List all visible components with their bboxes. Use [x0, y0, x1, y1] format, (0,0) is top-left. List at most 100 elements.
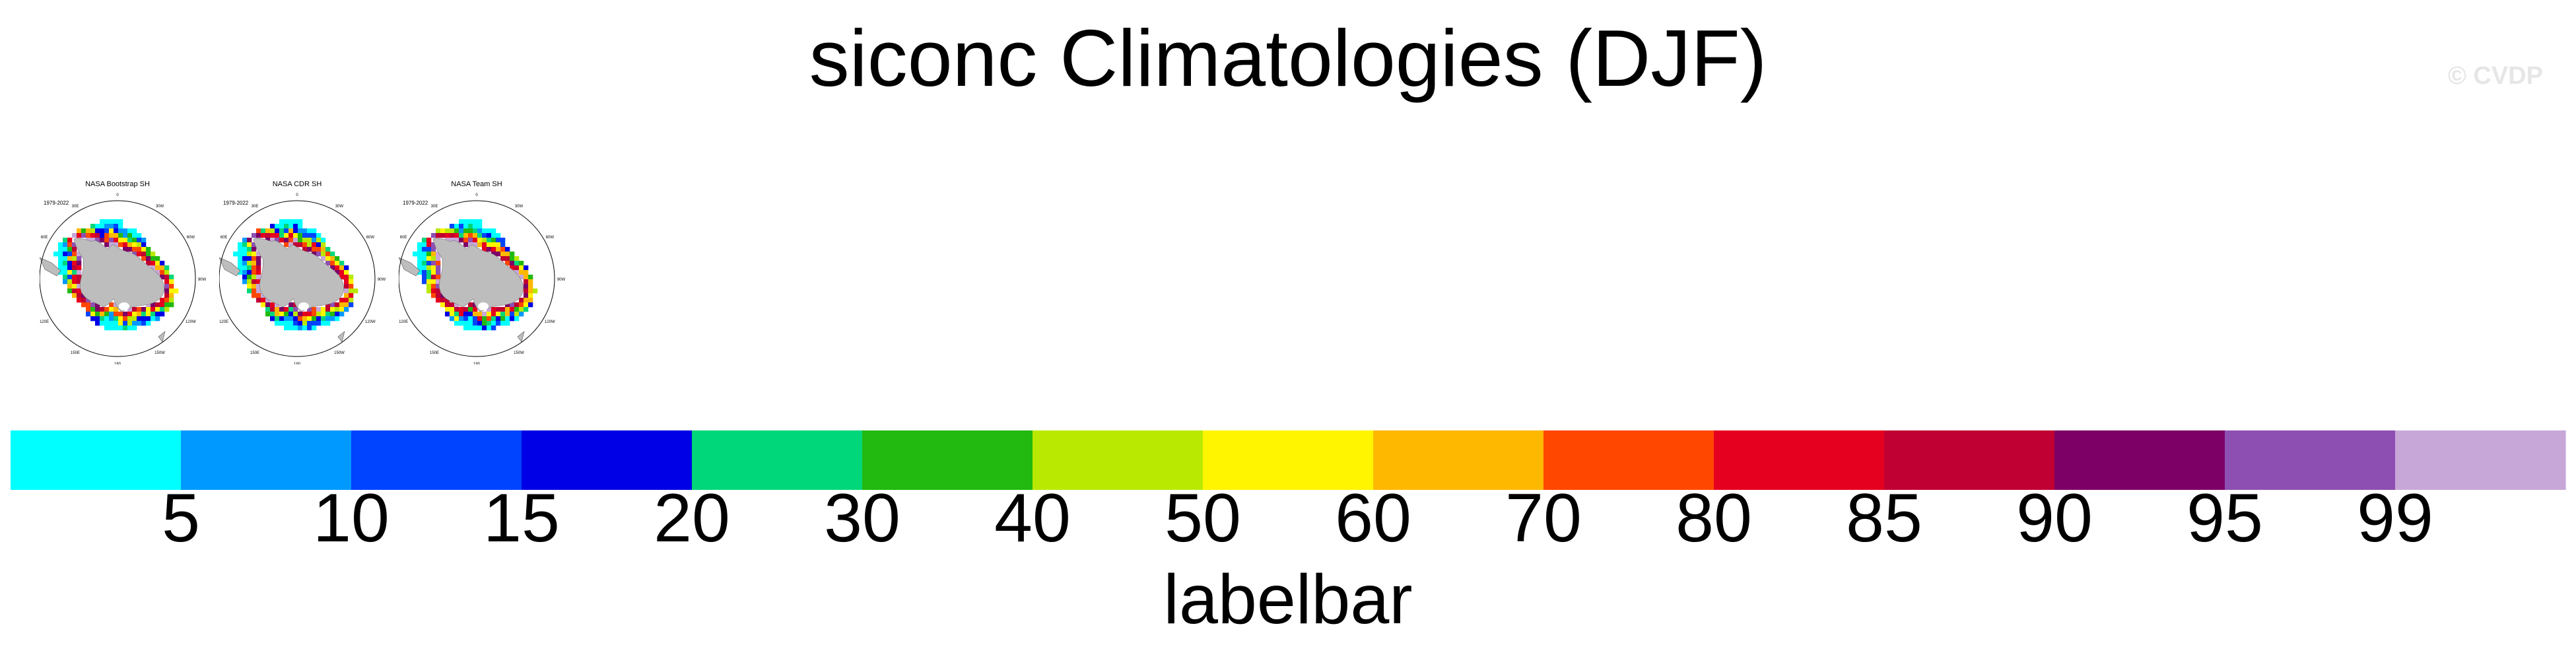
sea-ice-cell — [316, 307, 322, 312]
sea-ice-cell — [288, 312, 294, 317]
sea-ice-cell — [468, 325, 473, 331]
sea-ice-cell — [63, 238, 68, 243]
sea-ice-cell — [279, 219, 285, 224]
sea-ice-cell — [510, 265, 515, 271]
sea-ice-cell — [344, 293, 349, 298]
longitude-label: 30E — [431, 205, 438, 209]
sea-ice-cell — [528, 279, 533, 285]
sea-ice-cell — [463, 242, 469, 248]
sea-ice-cell — [238, 242, 243, 248]
sea-ice-cell — [109, 228, 114, 234]
sea-ice-cell — [151, 316, 156, 322]
sea-ice-cell — [265, 307, 271, 312]
sea-ice-cell — [72, 270, 77, 275]
sea-ice-cell — [275, 312, 280, 317]
sea-ice-cell — [316, 238, 322, 243]
sea-ice-cell — [146, 252, 151, 257]
sea-ice-cell — [321, 242, 326, 248]
sea-ice-cell — [505, 307, 510, 312]
sea-ice-cell — [473, 312, 478, 317]
sea-ice-cell — [104, 321, 110, 326]
sea-ice-cell — [127, 238, 133, 243]
sea-ice-cell — [417, 242, 423, 248]
sea-ice-cell — [81, 228, 86, 234]
sea-ice-cell — [298, 312, 303, 317]
sea-ice-cell — [477, 233, 483, 238]
sea-ice-cell — [344, 302, 349, 308]
sea-ice-cell — [256, 289, 261, 294]
sea-ice-cell — [275, 233, 280, 238]
sea-ice-cell — [454, 321, 459, 326]
sea-ice-cell — [312, 238, 317, 243]
sea-ice-cell — [307, 228, 312, 234]
sea-ice-cell — [141, 256, 147, 261]
sea-ice-cell — [155, 302, 160, 308]
sea-ice-cell — [293, 228, 298, 234]
labelbar-tick-label: 30 — [824, 480, 900, 557]
sea-ice-cell — [67, 242, 73, 248]
sea-ice-cell — [316, 252, 322, 257]
sea-ice-cell — [307, 247, 312, 252]
sea-ice-cell — [252, 256, 257, 261]
sea-ice-cell — [284, 325, 289, 331]
sea-ice-cell — [118, 219, 123, 224]
sea-ice-cell — [500, 252, 506, 257]
sea-ice-cell — [242, 238, 248, 243]
sea-ice-cell — [519, 270, 524, 275]
sea-ice-cell — [288, 233, 294, 238]
sea-ice-cell — [463, 316, 469, 322]
sea-ice-cell — [100, 312, 105, 317]
sea-ice-cell — [252, 242, 257, 248]
new-zealand-land — [517, 331, 525, 343]
sea-ice-cell — [86, 307, 91, 312]
sea-ice-cell — [141, 252, 147, 257]
labelbar-box — [1033, 430, 1203, 490]
sea-ice-cell — [330, 312, 335, 317]
sea-ice-cell — [473, 238, 478, 243]
sea-ice-cell — [252, 293, 257, 298]
sea-ice-cell — [514, 312, 520, 317]
sea-ice-cell — [491, 321, 496, 326]
sea-ice-cell — [95, 224, 100, 229]
sea-ice-cell — [450, 228, 455, 234]
sea-ice-cell — [450, 302, 455, 308]
sea-ice-cell — [491, 238, 496, 243]
sea-ice-cell — [422, 252, 427, 257]
sea-ice-cell — [275, 302, 280, 308]
longitude-label: 30W — [335, 205, 344, 209]
labelbar-tick-label: 50 — [1165, 480, 1241, 557]
sea-ice-cell — [422, 256, 427, 261]
sea-ice-cell — [302, 233, 308, 238]
sea-ice-cell — [426, 261, 432, 266]
sea-ice-cell — [293, 312, 298, 317]
sea-ice-cell — [298, 224, 303, 229]
sea-ice-cell — [344, 298, 349, 303]
sea-ice-cell — [164, 298, 170, 303]
sea-ice-cell — [477, 242, 483, 248]
sea-ice-cell — [252, 279, 257, 285]
sea-ice-cell — [118, 312, 123, 317]
sea-ice-cell — [312, 316, 317, 322]
sea-ice-cell — [463, 224, 469, 229]
sea-ice-cell — [53, 252, 59, 257]
labelbar-tick-label: 15 — [483, 480, 560, 557]
sea-ice-cell — [339, 275, 345, 280]
sea-ice-cell — [132, 233, 137, 238]
sea-ice-cell — [242, 256, 248, 261]
sea-ice-cell — [242, 242, 248, 248]
sea-ice-cell — [312, 242, 317, 248]
sea-ice-cell — [463, 312, 469, 317]
sea-ice-cell — [459, 321, 464, 326]
sea-ice-cell — [450, 307, 455, 312]
sea-ice-cell — [344, 289, 349, 294]
sea-ice-field — [413, 219, 538, 331]
sea-ice-cell — [298, 316, 303, 322]
sea-ice-cell — [86, 298, 91, 303]
labelbar-box — [522, 430, 693, 490]
sea-ice-cell — [426, 242, 432, 248]
sea-ice-cell — [265, 238, 271, 243]
sea-ice-cell — [344, 270, 349, 275]
sea-ice-cell — [330, 252, 335, 257]
sea-ice-cell — [454, 238, 459, 243]
sea-ice-cell — [468, 302, 473, 308]
